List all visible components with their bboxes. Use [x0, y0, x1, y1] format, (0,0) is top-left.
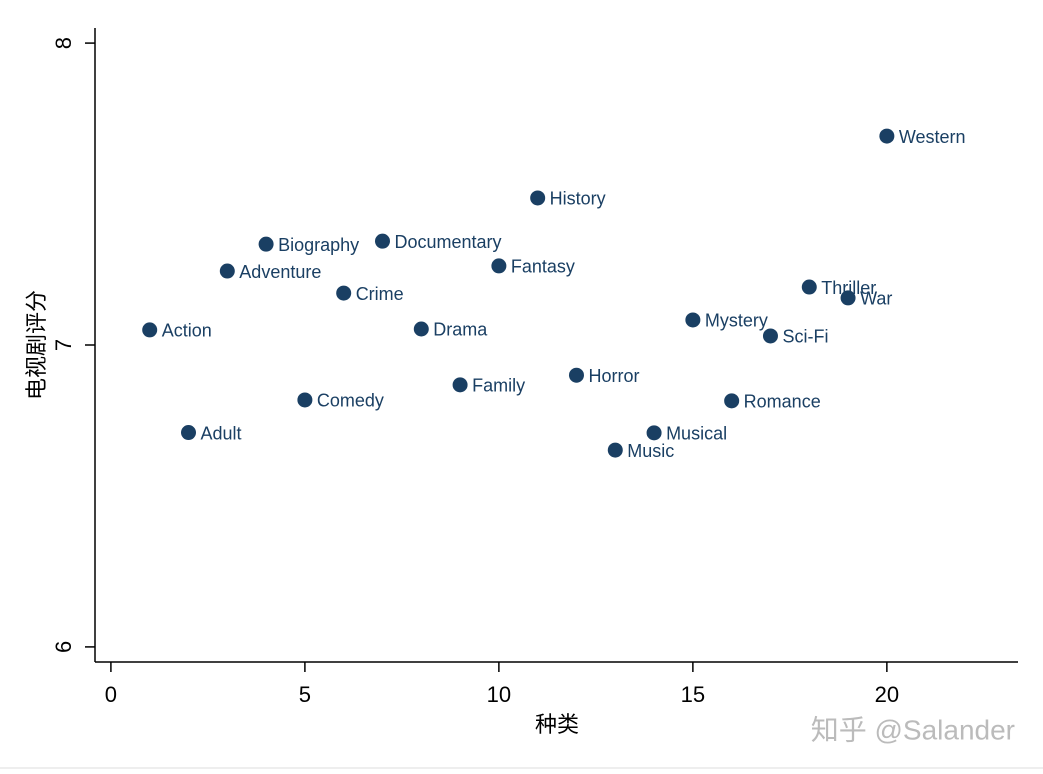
point	[646, 425, 662, 441]
point-label: Crime	[356, 284, 404, 304]
y-tick-label: 8	[51, 37, 76, 49]
point-label: Adventure	[239, 262, 321, 282]
x-tick-label: 0	[105, 682, 117, 707]
point-label: Mystery	[705, 311, 768, 331]
point	[258, 236, 274, 252]
x-tick-label: 20	[875, 682, 899, 707]
point-label: Comedy	[317, 391, 384, 411]
x-axis-title: 种类	[535, 712, 579, 737]
point-label: Drama	[433, 320, 488, 340]
point	[219, 263, 235, 279]
point	[568, 367, 584, 383]
point	[530, 190, 546, 206]
point	[142, 322, 158, 338]
x-tick-label: 5	[299, 682, 311, 707]
point-label: Biography	[278, 235, 359, 255]
point	[801, 279, 817, 295]
watermark: 知乎 @Salander	[811, 714, 1015, 745]
point-label: Musical	[666, 424, 727, 444]
point	[336, 285, 352, 301]
point-label: Family	[472, 376, 525, 396]
point	[181, 425, 197, 441]
point	[840, 290, 856, 306]
x-tick-label: 10	[487, 682, 511, 707]
point	[607, 442, 623, 458]
point	[413, 321, 429, 337]
point-label: Fantasy	[511, 257, 575, 277]
point	[762, 328, 778, 344]
x-tick-label: 15	[681, 682, 705, 707]
point-label: Romance	[744, 392, 821, 412]
y-tick-label: 7	[51, 339, 76, 351]
point	[491, 258, 507, 274]
point	[685, 312, 701, 328]
point-label: Adult	[201, 423, 242, 443]
point-label: Action	[162, 321, 212, 341]
point-label: History	[550, 189, 606, 209]
point-label: Music	[627, 441, 674, 461]
point	[879, 128, 895, 144]
point	[374, 233, 390, 249]
point-label: Horror	[588, 366, 639, 386]
point	[724, 393, 740, 409]
point-label: Thriller	[821, 278, 876, 298]
point	[452, 377, 468, 393]
point-label: Sci-Fi	[782, 327, 828, 347]
point-label: Western	[899, 127, 966, 147]
y-axis-title: 电视剧评分	[24, 290, 49, 400]
point-label: War	[860, 289, 892, 309]
point	[297, 392, 313, 408]
y-tick-label: 6	[51, 641, 76, 653]
point-label: Documentary	[394, 232, 501, 252]
